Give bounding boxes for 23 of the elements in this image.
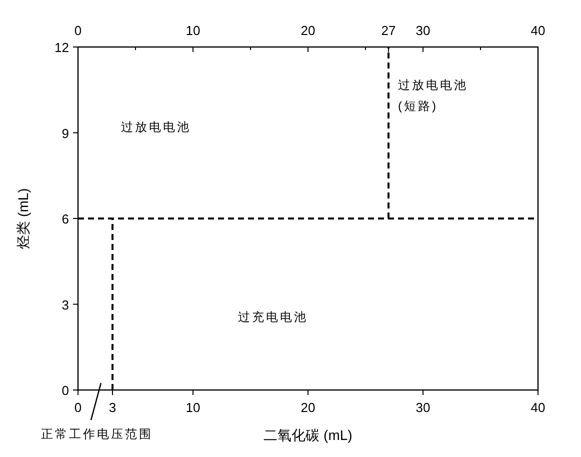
y-tick-label: 3 [62, 297, 69, 312]
x-tick-label: 10 [186, 400, 200, 415]
annotation: 过放电电池 [121, 120, 191, 134]
x2-tick-label: 0 [74, 23, 82, 38]
annotation: 过充电电池 [238, 310, 308, 324]
x-tick-label: 40 [530, 400, 546, 415]
x2-tick-label: 10 [186, 23, 200, 38]
x2-tick-label: 20 [300, 23, 316, 38]
y-tick-label: 12 [54, 40, 69, 55]
x-tick-label: 30 [416, 400, 430, 415]
y-tick-label: 6 [62, 212, 69, 226]
x-tick-label: 20 [300, 400, 316, 415]
x-tick-label: 3 [108, 400, 116, 415]
x2-tick-label: 27 [381, 23, 396, 38]
y-tick-label: 0 [62, 383, 69, 398]
annotation: 过放电电池 (短路) [398, 78, 468, 113]
x-axis-title: 二氧化碳 (mL) [264, 427, 352, 443]
x2-tick-label: 40 [530, 23, 546, 38]
x2-tick-label: 30 [416, 23, 430, 38]
y-tick-label: 9 [62, 126, 69, 141]
x-tick-label: 0 [74, 400, 82, 415]
text: 正常工作电压范围 [41, 427, 153, 441]
y-axis-title: 烃类 (mL) [15, 188, 31, 249]
